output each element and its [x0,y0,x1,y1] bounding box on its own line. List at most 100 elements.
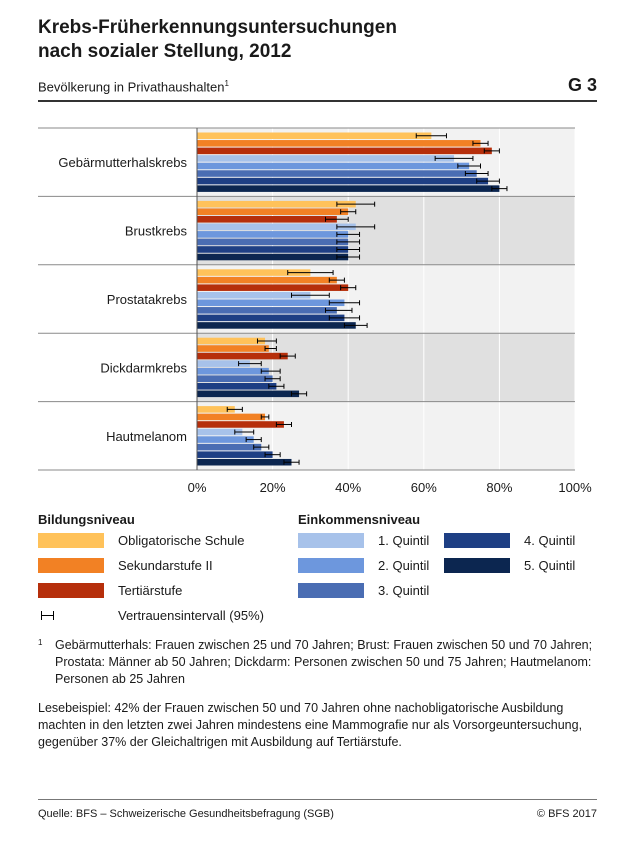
figure-number: G 3 [567,75,597,95]
chart-subtitle: Bevölkerung in Privathaushalten1 [38,79,229,94]
bar [197,428,243,436]
category-label: Dickdarmkrebs [100,360,187,375]
bar [197,291,311,299]
x-tick-label: 20% [260,480,286,495]
category-label: Gebärmutterhalskrebs [58,155,187,170]
legend-title-einkommen: Einkommensniveau [298,512,421,527]
bar [197,337,266,345]
legend-swatch [298,583,364,598]
subtitle-text: Bevölkerung in Privathaushalten [38,79,225,95]
legend-label: Sekundarstufe II [118,558,213,573]
bar [197,383,277,390]
legend-item-q3: 3. Quintil [298,583,429,598]
bar [197,269,311,276]
footnote-marker: 1 [38,638,43,647]
legend-item-q1: 1. Quintil [298,533,429,548]
bar [197,322,356,329]
subtitle-note-marker: 1 [224,79,229,88]
source-note: Quelle: BFS – Schweizerische Gesundheits… [38,808,334,820]
bar [197,307,337,314]
bar [197,223,356,231]
legend-swatch [298,558,364,573]
legend-label: Tertiärstufe [118,583,183,598]
legend-label: 5. Quintil [524,558,576,573]
legend-item-ci: Vertrauensintervall (95%) [38,608,264,623]
bar [197,443,262,451]
bar [197,284,349,291]
x-tick-label: 0% [188,480,207,495]
bar [197,231,349,238]
legend-swatch [38,558,104,573]
footnote-text: Gebärmutterhals: Frauen zwischen 25 und … [55,638,593,686]
title-line-2: nach sozialer Stellung, 2012 [38,41,292,62]
legend-swatch [298,533,364,548]
category-panel [197,128,575,197]
bar [197,200,356,208]
bar [197,299,345,307]
legend-label: 2. Quintil [378,558,430,573]
legend-label: 3. Quintil [378,583,430,598]
category-panel [197,333,575,402]
legend-swatch [38,533,104,548]
legend-title-bildung: Bildungsniveau [38,512,135,527]
bar [197,246,349,253]
legend-item-tertiar: Tertiärstufe [38,583,182,598]
bar [197,162,470,170]
legend-item-sekundar: Sekundarstufe II [38,558,213,573]
bar [197,276,337,284]
legend-swatch [444,558,510,573]
bar [197,132,432,140]
bar [197,170,477,177]
bar [197,413,266,421]
bar [197,458,292,466]
bar-chart: Gebärmutterhalskrebs Brustkrebs Prostatakr… [38,127,592,495]
legend-item-q5: 5. Quintil [444,558,575,573]
legend-swatch [444,533,510,548]
category-panel [197,401,575,470]
legend-item-q4: 4. Quintil [444,533,575,548]
copyright: © BFS 2017 [536,808,597,820]
bar [197,177,489,185]
confidence-interval-icon [38,608,104,623]
category-panel [197,196,575,265]
legend-label: Vertrauensintervall (95%) [118,608,264,623]
bar [197,390,300,398]
bar [197,375,273,382]
bar [197,421,284,428]
legend-swatch [38,583,104,598]
bar [197,185,500,192]
bar [197,367,269,375]
bar [197,314,345,322]
x-tick-label: 40% [335,480,361,495]
bar [197,253,349,261]
bar [197,238,349,246]
category-panel [197,264,575,334]
x-tick-label: 80% [486,480,512,495]
bar [197,208,349,215]
legend-label: Obligatorische Schule [118,533,245,548]
header-rule [38,100,597,102]
bar [197,140,481,147]
category-label: Hautmelanom [106,429,187,444]
bar [197,216,337,223]
bar [197,436,254,443]
bar [197,406,235,413]
legend-label: 4. Quintil [524,533,576,548]
footer-rule [38,799,597,800]
x-tick-label: 100% [558,480,592,495]
bar [197,155,455,162]
x-tick-label: 60% [411,480,437,495]
legend-label: 1. Quintil [378,533,430,548]
bar [197,345,269,352]
bar [197,352,288,360]
bar [197,147,492,155]
legend-item-q2: 2. Quintil [298,558,429,573]
bar [197,451,273,458]
bar [197,360,250,367]
legend-item-obligatorische: Obligatorische Schule [38,533,244,548]
footnote: 1 Gebärmutterhals: Frauen zwischen 25 un… [38,637,608,688]
category-label: Brustkrebs [125,224,188,239]
title-line-1: Krebs-Früherkennungsuntersuchungen [38,17,397,38]
category-label: Prostatakrebs [107,292,188,307]
chart-title: Krebs-Früherkennungsuntersuchungen nach … [38,16,598,64]
